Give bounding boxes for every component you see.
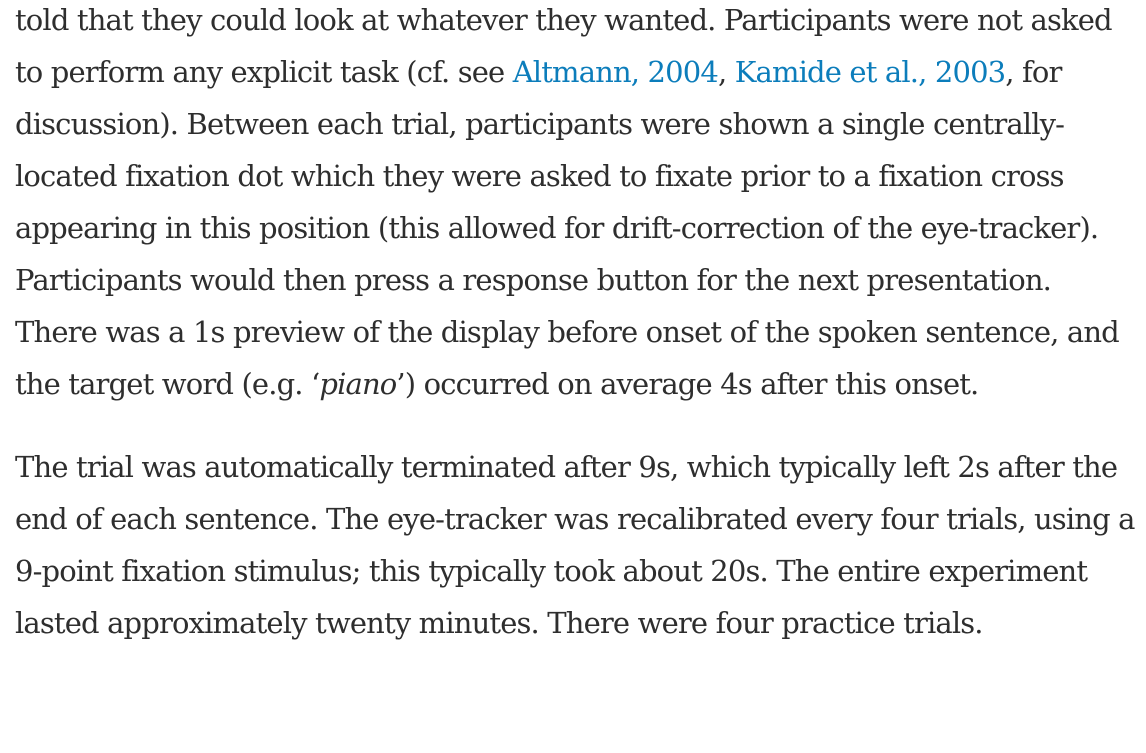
italic-example-word: piano xyxy=(319,367,397,401)
paragraph-text: told that they could look at whatever th… xyxy=(15,3,1113,89)
citation-separator: , xyxy=(717,55,735,89)
article-body: told that they could look at whatever th… xyxy=(15,0,1139,649)
paragraph-trial-timing: The trial was automatically terminated a… xyxy=(15,450,1135,640)
paragraph-text: ’) occurred on average 4s after this ons… xyxy=(396,367,979,401)
paragraph-text: , for discussion). Between each trial, p… xyxy=(15,55,1120,401)
paragraph-procedure: told that they could look at whatever th… xyxy=(15,0,1139,410)
citation-link-altmann-2004[interactable]: Altmann, 2004 xyxy=(512,55,719,89)
citation-link-kamide-2003[interactable]: Kamide et al., 2003 xyxy=(734,55,1006,89)
